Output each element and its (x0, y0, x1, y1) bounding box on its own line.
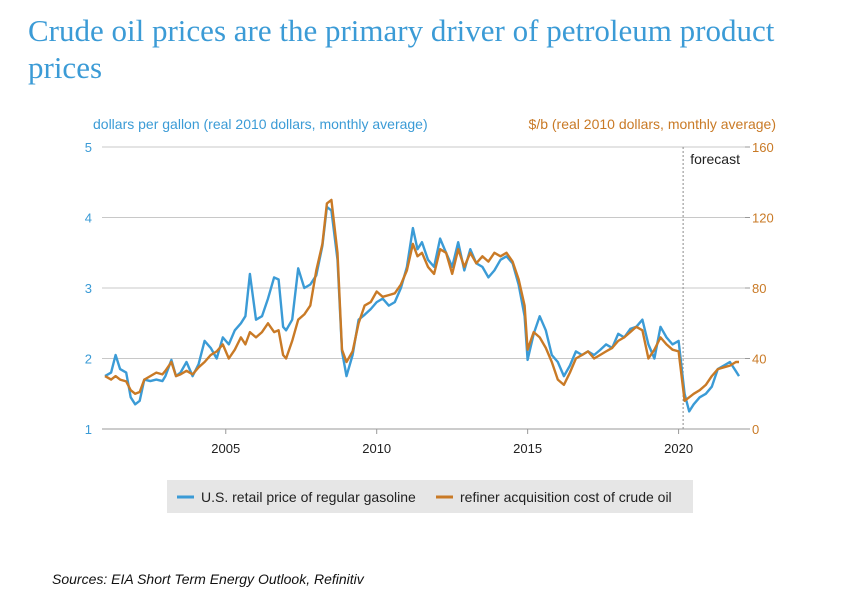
right-tick-label: 160 (752, 140, 774, 155)
right-tick-label: 0 (752, 422, 759, 437)
left-tick-label: 2 (85, 352, 92, 367)
x-tick-label: 2015 (513, 441, 542, 456)
x-axis-ticks: 2005 2010 2015 2020 (102, 428, 745, 456)
x-tick-label: 2020 (664, 441, 693, 456)
x-tick-label: 2010 (362, 441, 391, 456)
legend-label-gasoline: U.S. retail price of regular gasoline (201, 489, 416, 505)
series-line-crude (104, 198, 739, 402)
right-tick-label: 80 (752, 281, 766, 296)
left-tick-label: 1 (85, 422, 92, 437)
right-axis-ticks: 0 40 80 120 160 (745, 140, 774, 437)
left-tick-label: 5 (85, 140, 92, 155)
forecast-label: forecast (690, 151, 740, 167)
left-tick-label: 4 (85, 211, 92, 226)
right-tick-label: 40 (752, 352, 766, 367)
left-axis-ticks: 1 2 3 4 5 (85, 140, 92, 437)
source-note: Sources: EIA Short Term Energy Outlook, … (52, 571, 364, 587)
chart-title: Crude oil prices are the primary driver … (28, 13, 775, 85)
series-layer (104, 198, 741, 413)
legend-box (167, 480, 693, 513)
series-line-gasoline (104, 205, 741, 413)
right-axis-label: $/b (real 2010 dollars, monthly average) (529, 116, 776, 132)
x-tick-label: 2005 (211, 441, 240, 456)
grid-layer (102, 146, 745, 430)
legend-label-crude: refiner acquisition cost of crude oil (460, 489, 672, 505)
left-axis-label: dollars per gallon (real 2010 dollars, m… (93, 116, 428, 132)
right-tick-label: 120 (752, 211, 774, 226)
left-tick-label: 3 (85, 281, 92, 296)
